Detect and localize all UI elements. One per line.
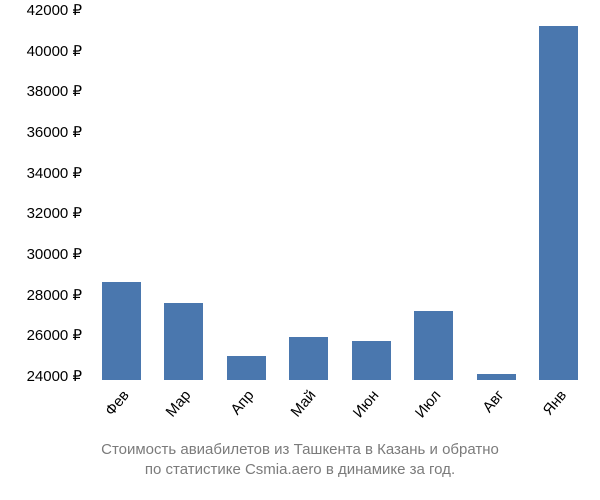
bar (227, 356, 266, 380)
chart-caption: Стоимость авиабилетов из Ташкента в Каза… (0, 440, 600, 481)
bar (539, 26, 578, 380)
y-tick-label: 36000 ₽ (27, 123, 82, 141)
x-tick-label: Июн (350, 387, 383, 421)
y-tick-label: 30000 ₽ (27, 245, 82, 263)
x-tick-label: Фев (101, 387, 132, 419)
x-tick-label: Авг (479, 387, 507, 416)
x-tick-label: Май (288, 387, 320, 420)
bar (414, 311, 453, 380)
caption-line-1: Стоимость авиабилетов из Ташкента в Каза… (101, 441, 499, 458)
y-tick-label: 40000 ₽ (27, 42, 82, 60)
x-tick-label: Янв (539, 387, 569, 419)
bar (352, 341, 391, 380)
x-tick-label: Апр (227, 387, 257, 418)
y-tick-label: 28000 ₽ (27, 286, 82, 304)
y-tick-label: 24000 ₽ (27, 367, 82, 385)
bar (164, 303, 203, 380)
y-tick-label: 32000 ₽ (27, 204, 82, 222)
x-axis: Фев Мар Апр Май Июн Июл Авг Янв (90, 385, 590, 430)
x-tick-label: Мар (163, 387, 195, 420)
bar (289, 337, 328, 380)
y-tick-label: 34000 ₽ (27, 164, 82, 182)
y-tick-label: 42000 ₽ (27, 1, 82, 19)
bar (102, 282, 141, 380)
price-chart: 24000 ₽ 26000 ₽ 28000 ₽ 30000 ₽ 32000 ₽ 34000… (0, 0, 600, 430)
x-tick-label: Июл (412, 387, 445, 421)
y-tick-label: 26000 ₽ (27, 326, 82, 344)
y-axis: 24000 ₽26000 ₽28000 ₽30000 ₽32000 ₽34000… (0, 10, 90, 380)
plot-area (90, 10, 590, 380)
y-tick-label: 38000 ₽ (27, 82, 82, 100)
caption-line-2: по статистике Csmia.aero в динамике за г… (145, 461, 455, 478)
bar (477, 374, 516, 380)
